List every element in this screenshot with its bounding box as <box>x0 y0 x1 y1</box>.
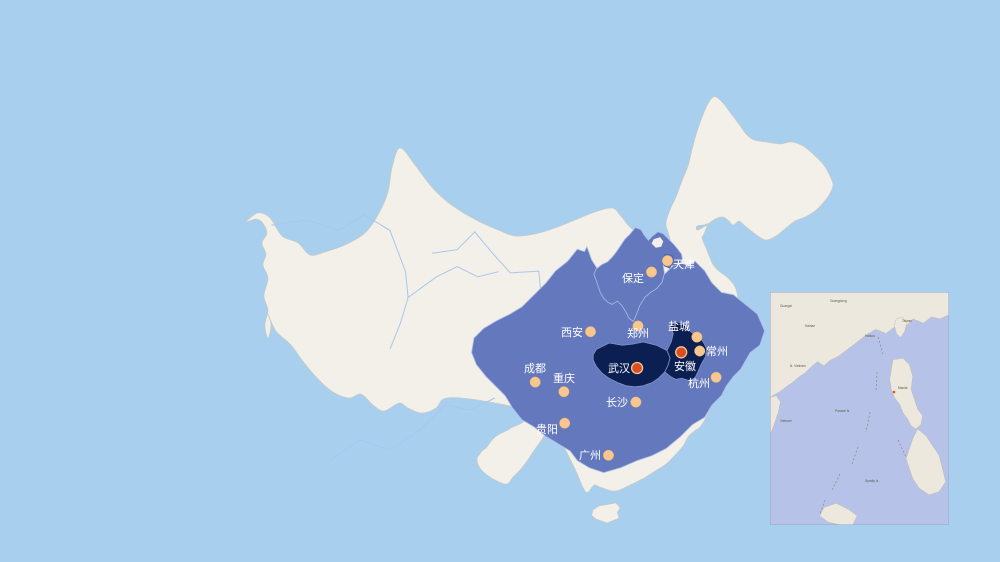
svg-text:Guangxi: Guangxi <box>780 304 792 308</box>
svg-text:成都: 成都 <box>524 360 546 376</box>
svg-text:广州: 广州 <box>579 447 601 463</box>
svg-text:Haikou: Haikou <box>865 334 875 338</box>
svg-text:Paracel Is.: Paracel Is. <box>835 409 850 413</box>
svg-text:保定: 保定 <box>622 270 644 286</box>
svg-text:Taiwan: Taiwan <box>902 319 912 323</box>
svg-text:N. Vietnam: N. Vietnam <box>790 364 806 368</box>
svg-text:长沙: 长沙 <box>606 394 628 410</box>
svg-text:重庆: 重庆 <box>553 370 575 386</box>
svg-text:Manila: Manila <box>898 386 908 390</box>
svg-text:武汉: 武汉 <box>608 360 630 376</box>
svg-text:安徽: 安徽 <box>674 358 696 374</box>
svg-text:常州: 常州 <box>706 343 728 359</box>
svg-text:Vietnam: Vietnam <box>780 419 792 423</box>
svg-text:天津: 天津 <box>673 256 695 272</box>
svg-text:盐城: 盐城 <box>668 318 690 334</box>
svg-text:贵阳: 贵阳 <box>536 421 558 437</box>
svg-text:西安: 西安 <box>561 324 583 340</box>
svg-text:Spratly Is.: Spratly Is. <box>865 479 879 483</box>
svg-text:Hainan: Hainan <box>805 324 815 328</box>
svg-text:郑州: 郑州 <box>627 325 649 341</box>
svg-text:杭州: 杭州 <box>688 375 710 391</box>
svg-text:Guangdong: Guangdong <box>830 299 847 303</box>
